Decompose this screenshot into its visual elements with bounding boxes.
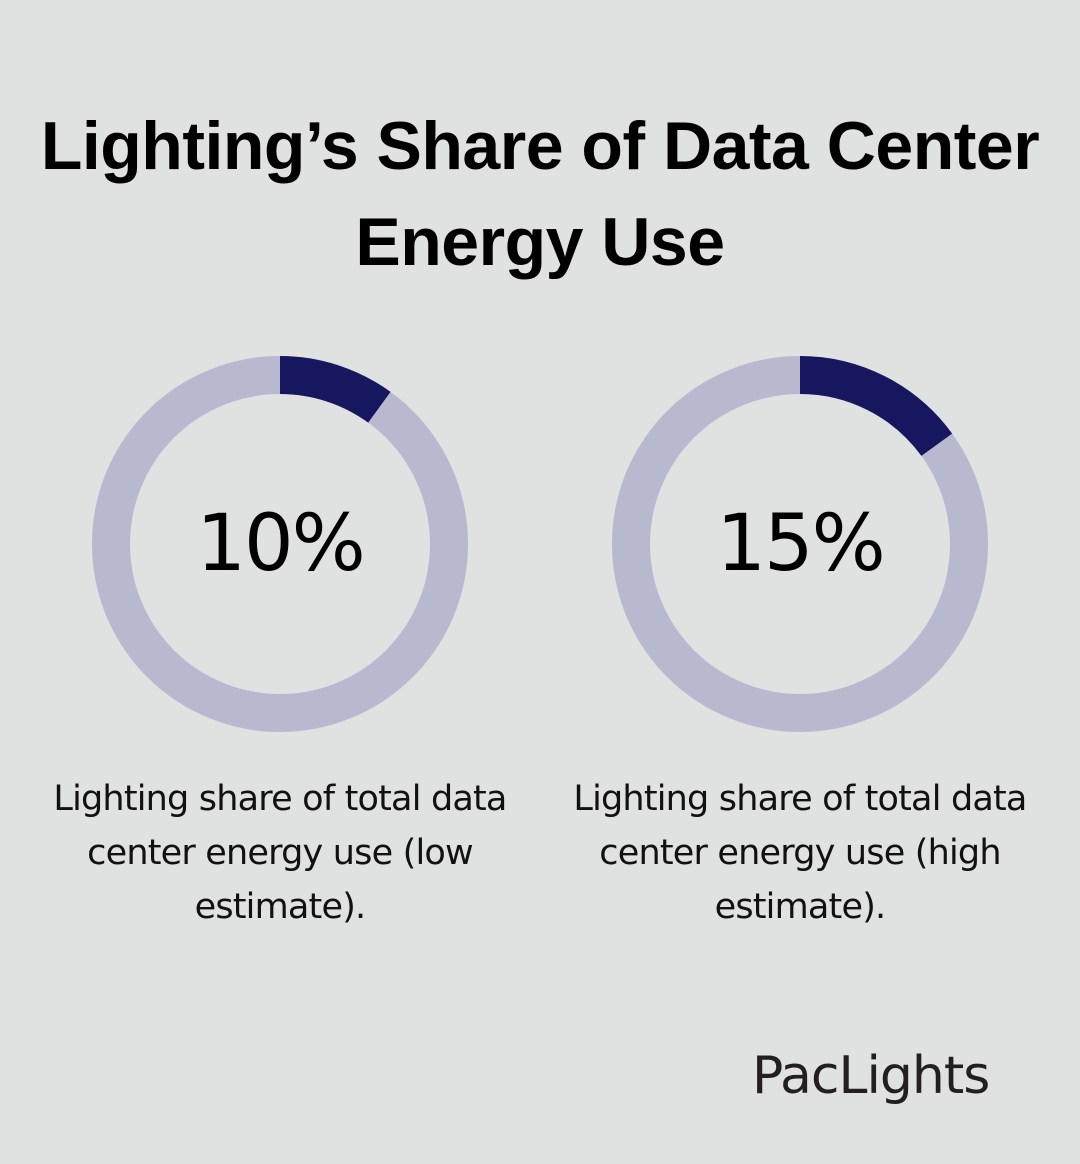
donut-chart-high: 15% [611,355,989,733]
caption-low: Lighting share of total data center ener… [53,779,507,927]
donut-ring [92,356,468,732]
donut-value: 10% [196,499,365,589]
chart-title: Lighting’s Share of Data Center Energy U… [40,108,1040,280]
donut-chart-low: 10% [91,355,469,733]
donut-arc [612,356,988,732]
caption-high: Lighting share of total data center ener… [573,779,1027,927]
donut-arc [92,356,468,732]
donut-ring [612,356,988,732]
paclights-logo: PacLights [752,1046,990,1106]
donut-value: 15% [716,499,885,589]
